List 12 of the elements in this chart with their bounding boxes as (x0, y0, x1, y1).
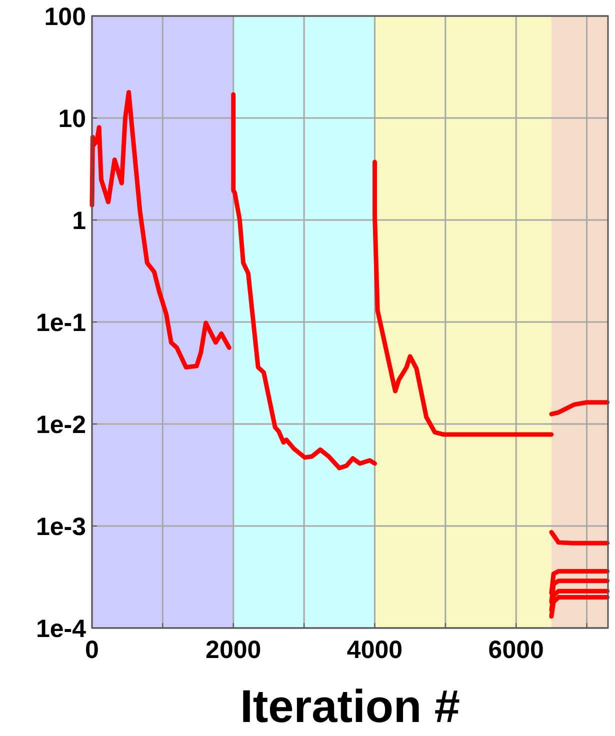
x-axis-title: Iteration # (240, 680, 460, 732)
x-tick-label: 0 (85, 636, 99, 664)
x-tick-label: 4000 (346, 636, 403, 664)
y-tick-label: 100 (44, 2, 86, 31)
y-tick-label: 1e-4 (36, 614, 86, 643)
y-tick-label: 10 (58, 104, 86, 133)
x-tick-label: 2000 (206, 636, 262, 664)
y-tick-label: 1 (72, 206, 86, 235)
y-tick-label: 1e-2 (36, 410, 86, 439)
x-tick-label: 6000 (488, 636, 544, 664)
y-tick-label: 1e-3 (36, 512, 86, 541)
y-tick-label: 1e-1 (36, 308, 86, 337)
